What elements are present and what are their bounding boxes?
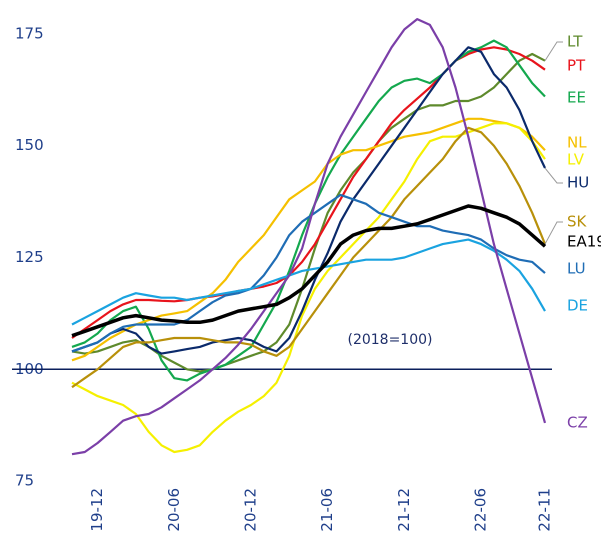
legend-label: CZ <box>567 414 588 432</box>
x-tick-label: 22-06 <box>472 488 490 532</box>
label-connector <box>544 167 563 184</box>
x-tick-label: 21-06 <box>318 488 336 532</box>
legend-label: LV <box>567 151 585 169</box>
legend-label: SK <box>567 213 588 231</box>
x-tick-label: 22-11 <box>536 488 554 532</box>
legend-label: LU <box>567 260 586 278</box>
series-line <box>71 46 546 339</box>
series-line <box>71 126 547 389</box>
x-tick-label: 19-12 <box>88 488 106 532</box>
label-connector <box>544 221 563 245</box>
series-line <box>71 238 546 326</box>
legend-label: EA19 <box>567 233 601 251</box>
legend-label: NL <box>567 134 587 152</box>
y-tick-label: 125 <box>15 248 44 266</box>
legend-label: LT <box>567 33 583 51</box>
legend-label: PT <box>567 57 586 75</box>
annotation: (2018=100) <box>347 332 432 348</box>
x-tick-label: 20-06 <box>165 488 183 532</box>
y-tick-label: 175 <box>15 24 44 42</box>
label-connector <box>544 41 563 61</box>
series-line <box>71 193 546 353</box>
y-tick-label: 150 <box>15 136 44 154</box>
series-line <box>71 46 546 355</box>
y-tick-label: 75 <box>15 472 34 490</box>
series-line <box>71 204 547 338</box>
series-line <box>71 122 546 454</box>
legend-label: HU <box>567 174 589 192</box>
x-tick-label: 21-12 <box>395 488 413 532</box>
x-tick-label: 20-12 <box>241 488 259 532</box>
legend-label: EE <box>567 89 586 107</box>
series-line <box>71 39 546 382</box>
series-line <box>71 18 547 456</box>
legend-label: DE <box>567 297 588 315</box>
